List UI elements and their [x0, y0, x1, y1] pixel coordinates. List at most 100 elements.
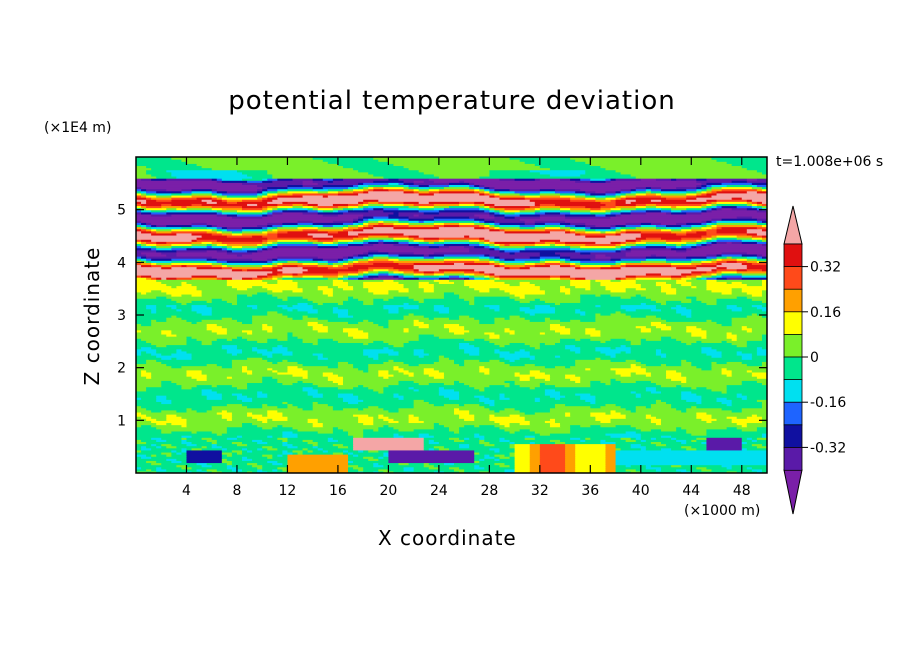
contour-cell [706, 329, 748, 333]
contour-cell [398, 380, 415, 384]
contour-cell [459, 392, 501, 396]
contour-cell [221, 456, 243, 459]
contour-cell [353, 264, 415, 268]
contour-cell [666, 245, 677, 249]
contour-cell [443, 207, 480, 211]
contour-cell [363, 182, 389, 185]
contour-cell [272, 468, 278, 472]
contour-cell [701, 350, 723, 354]
contour-cell [560, 289, 571, 293]
contour-cell [358, 420, 374, 424]
contour-cell [625, 430, 637, 434]
contour-cell [615, 443, 632, 447]
contour-cell [292, 430, 319, 434]
contour-cell [691, 281, 708, 284]
contour-cell [529, 376, 536, 379]
contour-cell [575, 454, 607, 457]
contour-cell [398, 207, 420, 211]
contour-cell [529, 462, 541, 466]
contour-cell [423, 237, 440, 240]
contour-cell [696, 188, 702, 192]
contour-cell [363, 237, 369, 240]
contour-cell [423, 348, 465, 352]
contour-cell [630, 245, 647, 249]
contour-cell [438, 355, 445, 358]
contour-cell [585, 226, 591, 230]
contour-cell [353, 441, 425, 445]
contour-cell [388, 424, 435, 428]
contour-cell [216, 249, 228, 253]
contour-cell [226, 281, 268, 284]
contour-cell [151, 323, 208, 327]
contour-cell [267, 409, 278, 413]
contour-cell [716, 205, 723, 209]
contour-cell [166, 439, 183, 442]
contour-cell [625, 439, 637, 442]
contour-cell [570, 197, 586, 200]
contour-cell [686, 232, 708, 236]
contour-cell [625, 359, 637, 362]
contour-cell [383, 414, 410, 417]
contour-cell [151, 462, 162, 466]
contour-cell [484, 190, 490, 194]
contour-cell [489, 403, 496, 407]
contour-cell [610, 207, 622, 211]
contour-cell [413, 414, 460, 417]
contour-cell [337, 315, 354, 318]
contour-cell [287, 333, 294, 337]
contour-cell [156, 443, 162, 447]
contour-cell [741, 361, 763, 365]
contour-cell [534, 441, 556, 445]
contour-cell [166, 397, 208, 400]
contour-cell [514, 359, 576, 362]
contour-cell [267, 260, 273, 263]
contour-cell [620, 190, 632, 194]
contour-cell [756, 346, 763, 350]
contour-cell [443, 470, 460, 473]
contour-cell [418, 338, 465, 341]
contour-cell [499, 258, 506, 261]
contour-cell [413, 312, 531, 316]
contour-cell [716, 234, 738, 238]
contour-cell [726, 386, 767, 390]
contour-cell [383, 361, 405, 365]
contour-cell [257, 418, 268, 421]
contour-cell [408, 239, 415, 242]
contour-cell [166, 317, 183, 320]
contour-cell [716, 207, 723, 211]
contour-cell [363, 435, 395, 438]
contour-cell [242, 441, 258, 445]
contour-cell [146, 414, 167, 417]
contour-cell [156, 466, 162, 470]
contour-cell [378, 239, 384, 242]
contour-cell [479, 319, 495, 322]
contour-cell [711, 184, 728, 188]
contour-cell [448, 277, 465, 280]
contour-cell [171, 203, 193, 207]
contour-cell [136, 468, 147, 472]
contour-cell [731, 401, 763, 405]
contour-cell [494, 449, 501, 453]
contour-cell [726, 281, 733, 284]
contour-cell [368, 405, 379, 409]
contour-cell [459, 428, 506, 432]
contour-cell [721, 401, 733, 405]
contour-cell [342, 165, 405, 169]
contour-cell [428, 317, 435, 320]
contour-cell [565, 466, 576, 470]
contour-cell [519, 409, 551, 413]
contour-cell [332, 287, 344, 291]
contour-cell [403, 371, 415, 375]
contour-cell [242, 451, 283, 455]
contour-cell [358, 416, 374, 419]
contour-cell [201, 199, 213, 202]
contour-cell [418, 418, 465, 421]
contour-cell [741, 392, 767, 396]
contour-cell [534, 306, 556, 310]
contour-cell [504, 262, 526, 266]
contour-cell [146, 468, 152, 472]
contour-cell [136, 237, 198, 240]
contour-cell [136, 266, 162, 270]
contour-cell [565, 344, 576, 348]
contour-cell [645, 203, 657, 207]
